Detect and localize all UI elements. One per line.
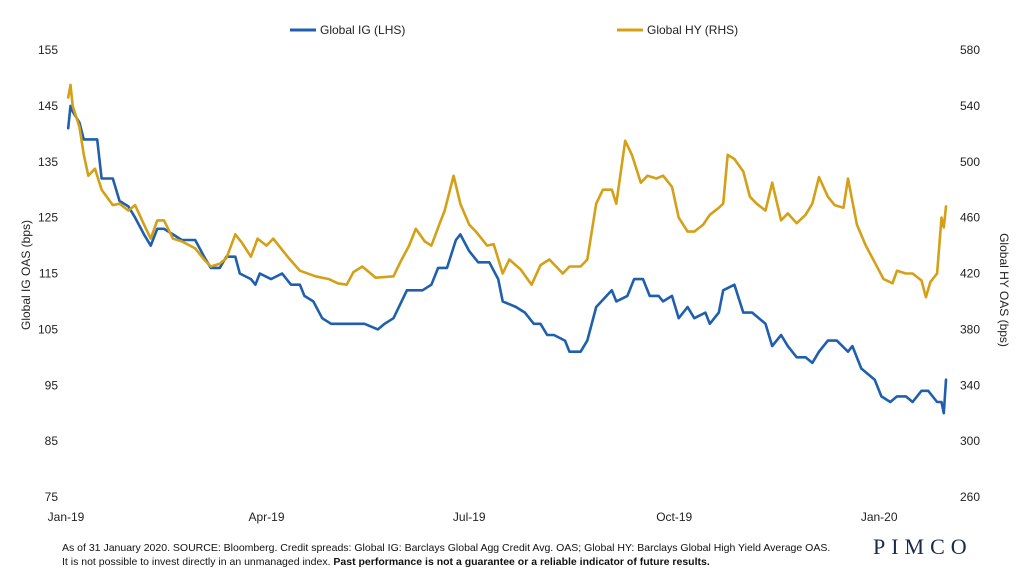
footnote-performance-warning: Past performance is not a guarantee or a… (333, 556, 710, 568)
x-tick-label: Apr-19 (248, 510, 284, 524)
left-tick-label: 85 (45, 434, 59, 448)
left-tick-label: 75 (45, 490, 59, 504)
right-tick-label: 420 (960, 267, 980, 281)
global-ig-line (66, 104, 948, 415)
right-tick-label: 380 (960, 322, 980, 336)
footnote-disclaimer: It is not possible to invest directly in… (62, 556, 710, 568)
series-group (66, 83, 948, 415)
x-tick-label: Oct-19 (656, 510, 692, 524)
legend-item-global-hy-label: Global HY (RHS) (647, 23, 738, 37)
right-tick-label: 340 (960, 378, 980, 392)
right-y-axis: 580 540 500 460 420 380 340 300 260 (960, 43, 980, 504)
left-tick-label: 105 (38, 322, 58, 336)
right-tick-label: 260 (960, 490, 980, 504)
left-tick-label: 115 (39, 267, 58, 281)
x-axis: Jan-19 Apr-19 Jul-19 Oct-19 Jan-20 (48, 510, 898, 524)
left-tick-label: 125 (38, 211, 58, 225)
footnote-source: As of 31 January 2020. SOURCE: Bloomberg… (62, 542, 831, 554)
left-tick-label: 95 (45, 378, 59, 392)
legend-item-global-ig-label: Global IG (LHS) (320, 23, 405, 37)
left-tick-label: 155 (38, 43, 58, 57)
x-tick-label: Jan-19 (48, 510, 85, 524)
right-tick-label: 580 (960, 43, 980, 57)
left-tick-label: 145 (38, 99, 58, 113)
x-tick-label: Jul-19 (453, 510, 486, 524)
global-hy-line (66, 83, 948, 299)
right-tick-label: 300 (960, 434, 980, 448)
right-tick-label: 540 (960, 99, 980, 113)
left-y-axis: 155 145 135 125 115 105 95 85 75 (38, 43, 58, 504)
x-tick-label: Jan-20 (861, 510, 898, 524)
right-tick-label: 460 (960, 211, 980, 225)
dual-axis-line-chart: Global IG (LHS) Global HY (RHS) 155 145 135… (19, 23, 1011, 524)
left-axis-title: Global IG OAS (bps) (19, 220, 33, 330)
right-axis-title: Global HY OAS (bps) (997, 233, 1011, 347)
right-tick-label: 500 (960, 155, 980, 169)
left-tick-label: 135 (38, 155, 58, 169)
pimco-logo: PIMCO (873, 534, 973, 559)
legend: Global IG (LHS) Global HY (RHS) (290, 23, 738, 37)
footnote-disclaimer-text: It is not possible to invest directly in… (62, 556, 334, 568)
